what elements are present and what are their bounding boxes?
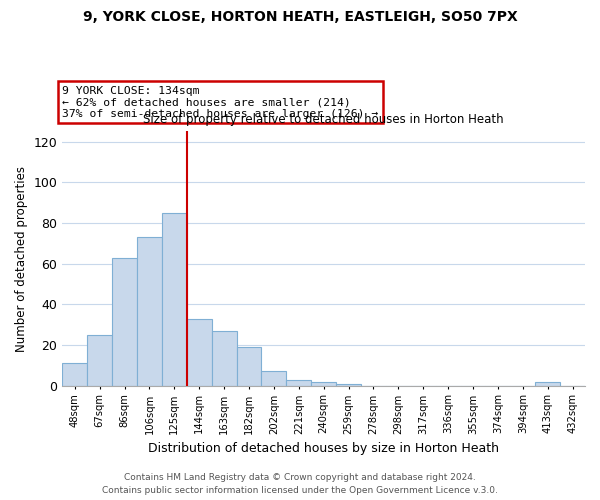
Bar	[236, 347, 262, 386]
Text: 9 YORK CLOSE: 134sqm
← 62% of detached houses are smaller (214)
37% of semi-deta: 9 YORK CLOSE: 134sqm ← 62% of detached h…	[62, 86, 379, 118]
Bar	[87, 335, 112, 386]
Bar	[187, 318, 212, 386]
Y-axis label: Number of detached properties: Number of detached properties	[15, 166, 28, 352]
X-axis label: Distribution of detached houses by size in Horton Heath: Distribution of detached houses by size …	[148, 442, 499, 455]
Text: Contains HM Land Registry data © Crown copyright and database right 2024.
Contai: Contains HM Land Registry data © Crown c…	[102, 474, 498, 495]
Bar	[62, 364, 87, 386]
Text: 9, YORK CLOSE, HORTON HEATH, EASTLEIGH, SO50 7PX: 9, YORK CLOSE, HORTON HEATH, EASTLEIGH, …	[83, 10, 517, 24]
Bar	[262, 372, 286, 386]
Bar	[162, 213, 187, 386]
Bar	[112, 258, 137, 386]
Bar	[137, 237, 162, 386]
Bar	[286, 380, 311, 386]
Title: Size of property relative to detached houses in Horton Heath: Size of property relative to detached ho…	[143, 113, 504, 126]
Bar	[311, 382, 336, 386]
Bar	[336, 384, 361, 386]
Bar	[212, 330, 236, 386]
Bar	[535, 382, 560, 386]
